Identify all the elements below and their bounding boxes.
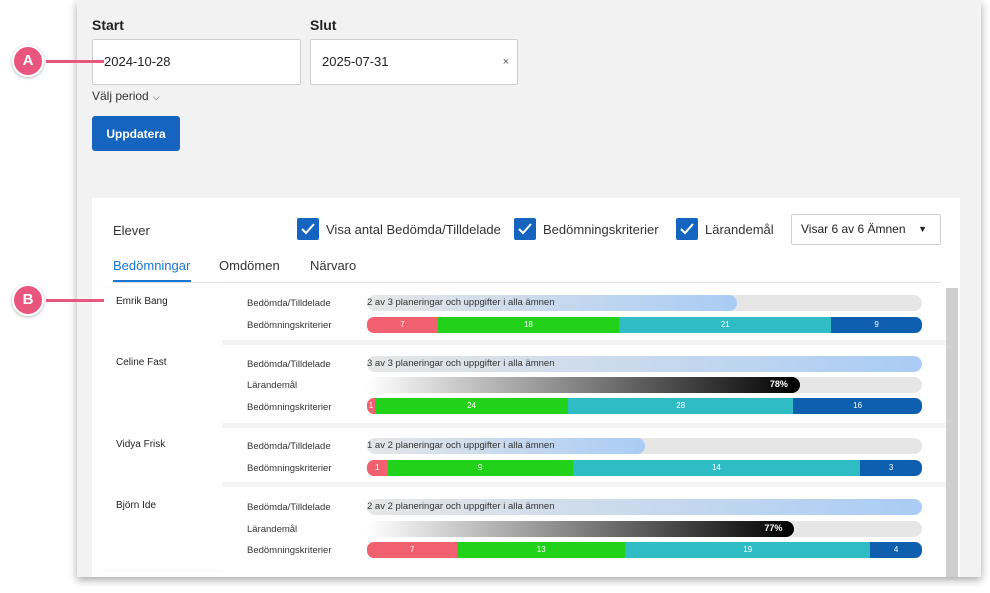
student-name[interactable]: Björn Ide: [116, 500, 157, 511]
row-label-criteria: Bedömningskriterier: [247, 402, 332, 413]
row-label-assessed: Bedömda/Tilldelade: [247, 298, 331, 309]
assessed-progress-fill: [367, 499, 922, 515]
criteria-segment: 9: [831, 317, 922, 333]
checkbox-show-assessed[interactable]: [297, 218, 319, 240]
row-label-assessed: Bedömda/Tilldelade: [247, 502, 331, 513]
tab-omdomen[interactable]: Omdömen: [219, 258, 280, 273]
goals-progress-fill: [367, 377, 800, 393]
criteria-segment: 24: [375, 398, 569, 414]
students-panel: Elever Visa antal Bedömda/Tilldelade Bed…: [92, 198, 960, 577]
criteria-segment: 16: [793, 398, 922, 414]
criteria-segment: 14: [572, 460, 861, 476]
goals-progress: 77%: [367, 521, 922, 537]
subject-select-value: Visar 6 av 6 Ämnen: [801, 222, 906, 236]
end-date-input[interactable]: 2025-07-31 ×: [310, 39, 518, 85]
row-label-goals: Lärandemål: [247, 380, 298, 391]
student-name[interactable]: Emrik Bang: [116, 296, 168, 307]
assessed-progress: 2 av 2 planeringar och uppgifter i alla …: [367, 499, 922, 515]
assessed-progress-text: 2 av 3 planeringar och uppgifter i alla …: [367, 297, 555, 308]
criteria-segment: 7: [367, 542, 458, 558]
goals-percent: 77%: [764, 523, 783, 533]
criteria-segment: 13: [457, 542, 626, 558]
period-label: Välj period: [92, 89, 149, 103]
student-row: Bedömda/Tilldelade 2 av 3 planeringar oc…: [222, 288, 946, 340]
assessed-progress-fill: [367, 295, 738, 311]
row-label-assessed: Bedömda/Tilldelade: [247, 359, 331, 370]
assessed-progress-fill: [367, 356, 922, 372]
criteria-bar: 1 9 14 3: [367, 460, 922, 476]
panel-title: Elever: [113, 223, 150, 238]
checkbox-criteria[interactable]: [514, 218, 536, 240]
criteria-segment: 19: [625, 542, 871, 558]
student-name[interactable]: Vidya Frisk: [116, 439, 166, 450]
assessed-progress: 2 av 3 planeringar och uppgifter i alla …: [367, 295, 922, 311]
vertical-scrollbar[interactable]: [946, 288, 958, 577]
student-name[interactable]: Celine Fast: [116, 357, 167, 368]
callout-a-line: [46, 60, 104, 63]
criteria-bar: 7 13 19 4: [367, 542, 922, 558]
checkmark-icon: [680, 223, 694, 235]
start-date-value: 2024-10-28: [104, 54, 171, 69]
row-label-criteria: Bedömningskriterier: [247, 545, 332, 556]
start-date-input[interactable]: 2024-10-28: [92, 39, 301, 85]
checkbox-goals-label: Lärandemål: [705, 222, 774, 237]
criteria-segment: 18: [437, 317, 620, 333]
goals-progress-fill: [367, 521, 795, 537]
checkmark-icon: [518, 223, 532, 235]
criteria-segment: 9: [387, 460, 573, 476]
checkbox-goals[interactable]: [676, 218, 698, 240]
criteria-segment: 1: [367, 460, 388, 476]
student-rows: Bedömda/Tilldelade 2 av 3 planeringar oc…: [222, 288, 946, 577]
assessed-progress-fill: [367, 438, 645, 454]
callout-a: A: [12, 45, 44, 77]
update-button[interactable]: Uppdatera: [92, 116, 180, 151]
row-label-criteria: Bedömningskriterier: [247, 463, 332, 474]
checkbox-criteria-label: Bedömningskriterier: [543, 222, 659, 237]
criteria-segment: 28: [568, 398, 794, 414]
assessed-progress-text: 2 av 2 planeringar och uppgifter i alla …: [367, 501, 555, 512]
active-tab-indicator: [113, 280, 191, 282]
assessed-progress-text: 1 av 2 planeringar och uppgifter i alla …: [367, 440, 555, 451]
criteria-segment: 21: [619, 317, 832, 333]
start-label: Start: [92, 17, 124, 33]
criteria-bar: 7 18 21 9: [367, 317, 922, 333]
assessed-progress-text: 3 av 3 planeringar och uppgifter i alla …: [367, 358, 555, 369]
row-label-goals: Lärandemål: [247, 524, 298, 535]
criteria-segment: 1: [367, 398, 376, 414]
student-row: Bedömda/Tilldelade 2 av 2 planeringar oc…: [222, 487, 946, 577]
tab-narvaro[interactable]: Närvaro: [310, 258, 357, 273]
checkmark-icon: [301, 223, 315, 235]
tab-divider: [113, 282, 941, 283]
callout-b-line: [46, 299, 104, 302]
assessed-progress: 1 av 2 planeringar och uppgifter i alla …: [367, 438, 922, 454]
row-label-criteria: Bedömningskriterier: [247, 320, 332, 331]
tab-bedomningar[interactable]: Bedömningar: [113, 258, 191, 273]
assessed-progress: 3 av 3 planeringar och uppgifter i alla …: [367, 356, 922, 372]
app-window: Start 2024-10-28 Slut 2025-07-31 × Välj …: [77, 0, 981, 577]
criteria-bar: 1 24 28 16: [367, 398, 922, 414]
criteria-segment: 3: [860, 460, 922, 476]
caret-down-icon: ▼: [918, 224, 927, 234]
student-names-column: Emrik Bang Celine Fast Vidya Frisk Björn…: [100, 288, 222, 570]
row-label-assessed: Bedömda/Tilldelade: [247, 441, 331, 452]
clear-date-icon[interactable]: ×: [502, 56, 509, 68]
criteria-segment: 4: [870, 542, 922, 558]
student-row: Bedömda/Tilldelade 3 av 3 planeringar oc…: [222, 345, 946, 423]
period-dropdown[interactable]: Välj period ⌵: [92, 89, 160, 103]
end-date-value: 2025-07-31: [322, 54, 389, 69]
goals-percent: 78%: [769, 379, 788, 389]
callout-b: B: [12, 284, 44, 316]
checkbox-show-assessed-label: Visa antal Bedömda/Tilldelade: [326, 222, 501, 237]
goals-progress: 78%: [367, 377, 922, 393]
criteria-segment: 7: [367, 317, 438, 333]
end-label: Slut: [310, 17, 337, 33]
chevron-down-icon: ⌵: [152, 92, 160, 102]
subject-select[interactable]: Visar 6 av 6 Ämnen ▼: [791, 214, 941, 245]
student-row: Bedömda/Tilldelade 1 av 2 planeringar oc…: [222, 428, 946, 482]
